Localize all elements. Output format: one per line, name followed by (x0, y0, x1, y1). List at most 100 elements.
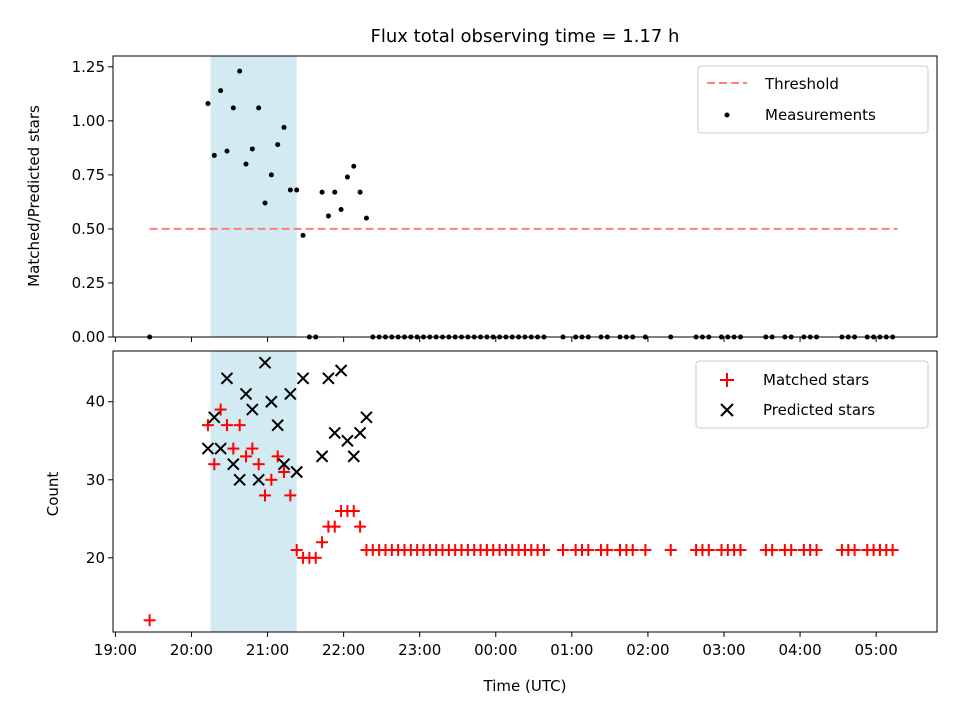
x-tick-label: 01:00 (550, 641, 593, 659)
predicted-star-point (328, 426, 341, 440)
measurement-point (281, 124, 287, 130)
measurement-point (230, 105, 236, 111)
measurement-point (211, 152, 217, 158)
measurement-point (249, 146, 255, 152)
legend-measurements-label: Measurements (765, 106, 876, 124)
matched-star-point (328, 520, 341, 533)
x-tick-label: 19:00 (94, 641, 137, 659)
x-tick-label: 20:00 (170, 641, 213, 659)
predicted-star-point (322, 372, 335, 385)
predicted-star-point (347, 450, 360, 463)
predicted-star-point (296, 372, 310, 385)
measurement-point (300, 232, 306, 238)
y-tick-label: 1.00 (72, 112, 105, 130)
y-tick-label: 0.25 (72, 274, 105, 292)
x-tick-label: 05:00 (855, 641, 898, 659)
bottom-legend-box (695, 360, 929, 429)
x-tick-label: 21:00 (246, 641, 289, 659)
predicted-star-point (239, 387, 253, 401)
legend-predicted-label: Predicted stars (763, 401, 875, 419)
bottom-panel-frame (112, 350, 938, 633)
matched-star-point (309, 551, 322, 564)
measurement-point (287, 187, 293, 193)
measurement-point (205, 101, 211, 107)
predicted-star-point (334, 364, 348, 377)
matched-star-point (664, 544, 677, 557)
matched-star-point (271, 450, 284, 463)
predicted-star-point (277, 457, 291, 471)
matched-star-point (848, 544, 861, 557)
matched-star-point (556, 544, 569, 557)
legend-matched-label: Matched stars (763, 371, 869, 389)
top-panel-y-axis: 0.00 0.25 0.50 0.75 1.00 1.25 (72, 58, 113, 346)
matched-star-point (265, 473, 278, 486)
predicted-star-point (252, 473, 265, 486)
measurement-point (275, 142, 281, 148)
measurement-point (351, 163, 357, 169)
top-panel-y-axis-label: Matched/Predicted stars (25, 105, 43, 287)
y-tick-label: 0.75 (72, 166, 105, 184)
predicted-star-point (233, 473, 246, 486)
x-tick-label: 04:00 (778, 641, 821, 659)
matched-star-point (639, 544, 652, 557)
measurement-point (325, 213, 331, 219)
matched-star-point (214, 403, 227, 416)
y-tick-label: 30 (86, 471, 105, 489)
matched-star-point (290, 544, 303, 557)
measurement-point (218, 88, 224, 94)
matched-star-point (766, 544, 779, 557)
measurement-point (268, 172, 274, 178)
predicted-star-point (353, 426, 367, 440)
matched-star-point (143, 614, 156, 627)
x-tick-label: 00:00 (474, 641, 517, 659)
matched-star-point (582, 544, 595, 557)
matched-star-point (220, 419, 233, 432)
matched-star-point (354, 520, 367, 533)
predicted-star-point (208, 411, 221, 424)
matched-star-point (626, 544, 639, 557)
measurement-point (243, 161, 249, 167)
matched-star-point (252, 458, 265, 471)
bottom-legend: Matched stars Predicted stars (695, 360, 929, 429)
matched-star-point (537, 544, 550, 557)
matched-star-point (259, 489, 272, 502)
matched-star-point (702, 544, 715, 557)
predicted-star-point (227, 457, 240, 471)
measurement-point (262, 200, 268, 206)
matched-star-point (785, 544, 798, 557)
bottom-panel-x-axis: 19:00 20:00 21:00 22:00 23:00 00:00 01:00 02:00… (94, 632, 898, 659)
predicted-star-point (290, 465, 303, 479)
matched-star-point (201, 419, 214, 432)
predicted-star-point (360, 411, 373, 424)
bottom-panel-marks (143, 356, 899, 627)
measurement-point (338, 206, 344, 212)
measurement-point (224, 148, 230, 154)
measurement-point (294, 187, 300, 193)
matched-star-point (278, 465, 291, 478)
x-tick-label: 22:00 (322, 641, 365, 659)
matched-star-point (227, 442, 240, 455)
measurement-point (357, 189, 363, 195)
measurement-point (237, 68, 243, 74)
x-axis-label: Time (UTC) (483, 677, 567, 695)
predicted-star-point (341, 434, 354, 447)
top-panel-shaded-interval (210, 56, 297, 337)
legend-measurements-swatch (724, 112, 730, 118)
matched-star-point (886, 544, 899, 557)
predicted-star-point (284, 387, 297, 401)
legend-predicted-swatch (720, 403, 734, 417)
predicted-star-point (258, 356, 272, 369)
y-tick-label: 0.00 (72, 328, 105, 346)
matched-star-point (246, 442, 259, 455)
matched-star-point (208, 458, 221, 471)
predicted-star-point (271, 418, 284, 432)
bottom-panel: 20 30 40 19:00 20:00 21:00 22:00 23:00 00:00 01:… (44, 350, 938, 695)
bottom-panel-y-axis-label: Count (44, 472, 62, 517)
bottom-panel-y-axis: 20 30 40 (86, 393, 113, 567)
top-legend-box (697, 65, 929, 134)
matched-star-point (239, 450, 252, 463)
predicted-star-point (214, 442, 227, 455)
predicted-star-point (315, 450, 329, 463)
measurement-point (363, 215, 369, 221)
